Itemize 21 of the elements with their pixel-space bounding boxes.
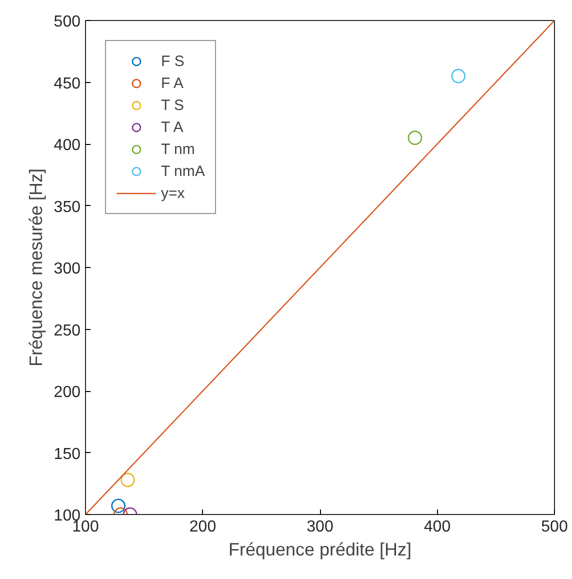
- x-tick-label: 300: [306, 518, 334, 536]
- y-tick-label: 500: [54, 14, 81, 30]
- x-tick-label: 500: [541, 518, 568, 536]
- x-tick-label: 200: [189, 518, 216, 536]
- y-tick-label: 250: [54, 322, 81, 340]
- x-axis-title: Fréquence prédite [Hz]: [228, 540, 412, 560]
- y-tick-label: 450: [54, 75, 81, 92]
- legend-label: T nmA: [161, 162, 205, 180]
- y-tick-label: 150: [54, 446, 81, 463]
- y-tick-label: 400: [54, 137, 81, 154]
- y-tick-label: 300: [54, 260, 81, 278]
- legend-label: F S: [161, 52, 184, 70]
- y-tick-label: 350: [54, 198, 81, 216]
- legend-label: F A: [161, 74, 184, 92]
- x-tick-label: 400: [424, 518, 451, 536]
- legend-label: T nm: [161, 140, 195, 158]
- legend-label: T S: [161, 96, 184, 114]
- legend-label: T A: [161, 118, 184, 136]
- y-tick-label: 200: [54, 384, 81, 401]
- y-axis-title: Fréquence mesurée [Hz]: [26, 168, 46, 367]
- legend-label: y=x: [161, 184, 185, 202]
